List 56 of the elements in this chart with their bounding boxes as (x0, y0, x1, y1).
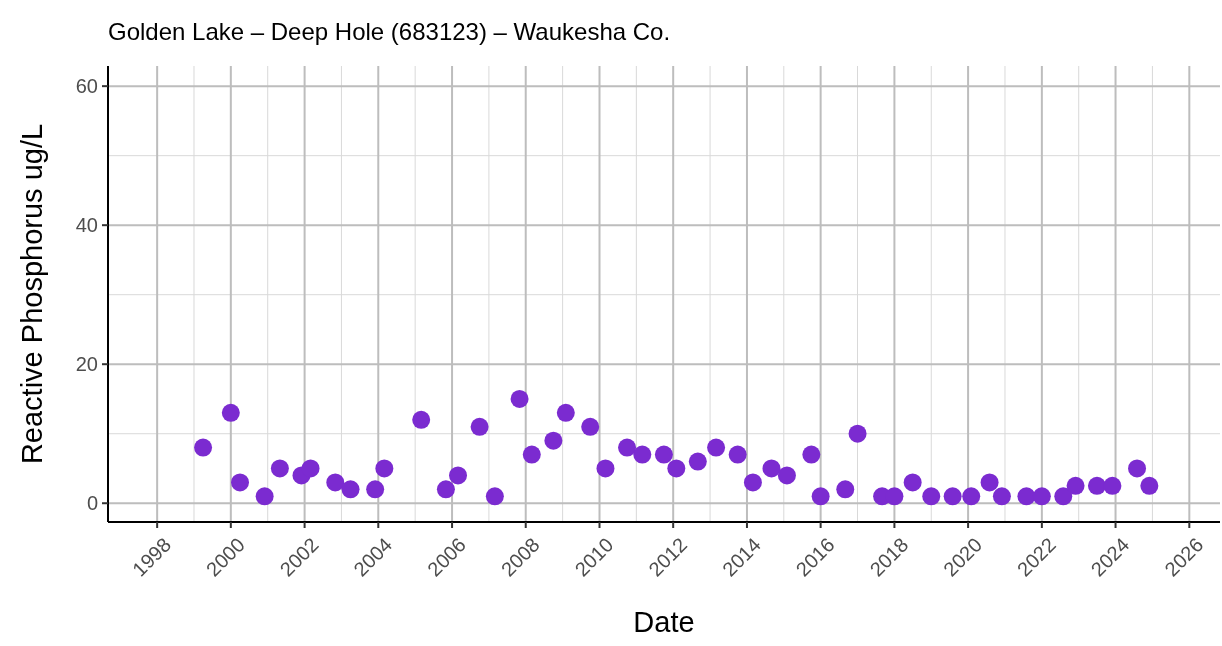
point (1032, 487, 1051, 506)
point (1066, 476, 1085, 495)
point (743, 473, 762, 492)
point (270, 459, 289, 478)
point (962, 487, 981, 506)
point (255, 487, 274, 506)
point (688, 452, 707, 471)
point (301, 459, 320, 478)
point (544, 431, 563, 450)
point (618, 438, 637, 457)
point (728, 445, 747, 464)
point (485, 487, 504, 506)
y-tick-label: 60 (75, 75, 98, 98)
point (667, 459, 686, 478)
point (366, 480, 385, 499)
point (596, 459, 615, 478)
point (375, 459, 394, 478)
point (802, 445, 821, 464)
point (654, 445, 673, 464)
y-tick-label: 40 (75, 214, 98, 237)
point (707, 438, 726, 457)
point (522, 445, 541, 464)
point (470, 417, 489, 436)
point (943, 487, 962, 506)
point (903, 473, 922, 492)
point (436, 480, 455, 499)
point (221, 403, 240, 422)
point (1087, 476, 1106, 495)
y-tick-label: 0 (86, 492, 98, 515)
point (992, 487, 1011, 506)
point (980, 473, 999, 492)
point (449, 466, 468, 485)
point (1103, 476, 1122, 495)
point (581, 417, 600, 436)
point (811, 487, 830, 506)
point (836, 480, 855, 499)
point (848, 424, 867, 443)
point (1140, 476, 1159, 495)
y-axis-title: Reactive Phosphorus ug/L (16, 123, 48, 465)
point (1054, 487, 1073, 506)
point (326, 473, 345, 492)
point (231, 473, 250, 492)
point (777, 466, 796, 485)
point (1017, 487, 1036, 506)
point (633, 445, 652, 464)
x-axis-title: Date (633, 606, 695, 638)
point (1128, 459, 1147, 478)
point (341, 480, 360, 499)
point (922, 487, 941, 506)
point (510, 389, 529, 408)
point (556, 403, 575, 422)
point (194, 438, 213, 457)
y-tick-label: 20 (75, 353, 98, 376)
chart-title: Golden Lake – Deep Hole (683123) – Waukesha Co. (108, 18, 671, 45)
point (762, 459, 781, 478)
point (412, 410, 431, 429)
